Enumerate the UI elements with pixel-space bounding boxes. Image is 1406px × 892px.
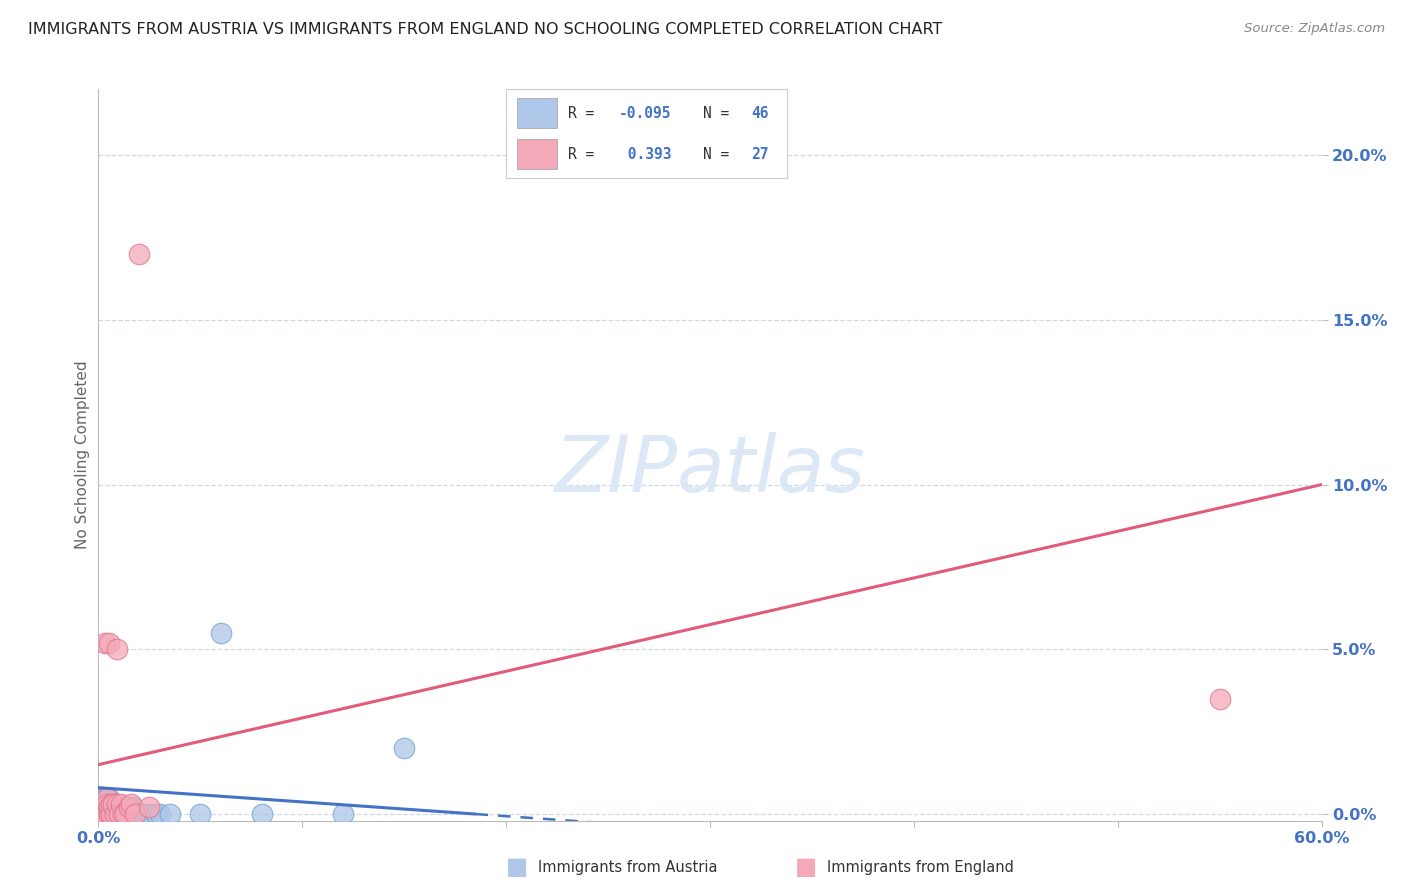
Point [138, 807, 160, 822]
Point [392, 741, 416, 756]
Text: ■: ■ [506, 855, 529, 879]
Point [97, 636, 120, 650]
Point [93, 636, 115, 650]
Text: 0.393: 0.393 [619, 147, 671, 161]
Point [89, 800, 111, 814]
Point [138, 800, 160, 814]
Point [91, 790, 114, 805]
Point [111, 807, 134, 822]
Y-axis label: No Schooling Completed: No Schooling Completed [75, 360, 90, 549]
Point [132, 807, 155, 822]
Point [91, 797, 114, 812]
Point [91, 807, 114, 822]
Point [97, 807, 120, 822]
Bar [517, 98, 557, 128]
Point [104, 807, 127, 822]
Point [108, 807, 131, 822]
Point [128, 807, 150, 822]
Point [110, 797, 132, 812]
Text: ZIPatlas: ZIPatlas [554, 432, 866, 508]
Text: IMMIGRANTS FROM AUSTRIA VS IMMIGRANTS FROM ENGLAND NO SCHOOLING COMPLETED CORREL: IMMIGRANTS FROM AUSTRIA VS IMMIGRANTS FR… [28, 22, 942, 37]
Text: ■: ■ [794, 855, 817, 879]
Text: Immigrants from England: Immigrants from England [827, 860, 1014, 874]
Point [87, 807, 110, 822]
Point [120, 797, 142, 812]
Point [89, 790, 111, 805]
Text: Source: ZipAtlas.com: Source: ZipAtlas.com [1244, 22, 1385, 36]
Point [209, 625, 232, 640]
Point [101, 807, 124, 822]
Text: 27: 27 [751, 147, 768, 161]
Point [93, 790, 115, 805]
Point [122, 800, 145, 814]
Point [87, 807, 110, 822]
Point [96, 807, 118, 822]
Point [105, 797, 128, 812]
Point [124, 807, 146, 822]
Point [149, 807, 172, 822]
Point [105, 807, 128, 822]
Point [159, 807, 181, 822]
Text: 46: 46 [751, 106, 768, 120]
Point [115, 807, 138, 822]
Point [100, 800, 122, 814]
Point [97, 790, 120, 805]
Text: R =: R = [568, 147, 603, 161]
Point [91, 800, 114, 814]
Point [104, 807, 127, 822]
Point [87, 804, 110, 818]
Point [96, 797, 118, 812]
Point [101, 797, 124, 812]
Point [96, 800, 118, 814]
Point [108, 800, 131, 814]
Text: Immigrants from Austria: Immigrants from Austria [538, 860, 718, 874]
Point [91, 800, 114, 814]
Point [97, 800, 120, 814]
Point [89, 807, 111, 822]
Point [250, 807, 273, 822]
Point [93, 800, 115, 814]
Bar [517, 139, 557, 169]
Point [118, 800, 141, 814]
Point [114, 800, 136, 814]
Point [96, 790, 118, 805]
Point [100, 807, 122, 822]
Point [111, 807, 134, 822]
Point [96, 794, 118, 808]
Point [100, 797, 122, 812]
Point [100, 807, 122, 822]
Point [91, 807, 114, 822]
Point [97, 797, 120, 812]
Point [127, 807, 149, 822]
Point [128, 247, 150, 261]
Point [145, 807, 167, 822]
Point [188, 807, 212, 822]
Point [104, 800, 127, 814]
Point [332, 807, 354, 822]
Point [93, 807, 115, 822]
Point [89, 807, 111, 822]
Point [114, 807, 136, 822]
Point [1209, 691, 1232, 706]
Text: R =: R = [568, 106, 603, 120]
Text: N =: N = [703, 106, 738, 120]
Point [93, 797, 115, 812]
Point [96, 790, 118, 805]
Point [101, 797, 124, 812]
Point [97, 807, 120, 822]
Text: N =: N = [703, 147, 738, 161]
Point [118, 807, 141, 822]
Text: -0.095: -0.095 [619, 106, 671, 120]
Point [105, 642, 128, 657]
Point [93, 807, 115, 822]
Point [110, 807, 132, 822]
